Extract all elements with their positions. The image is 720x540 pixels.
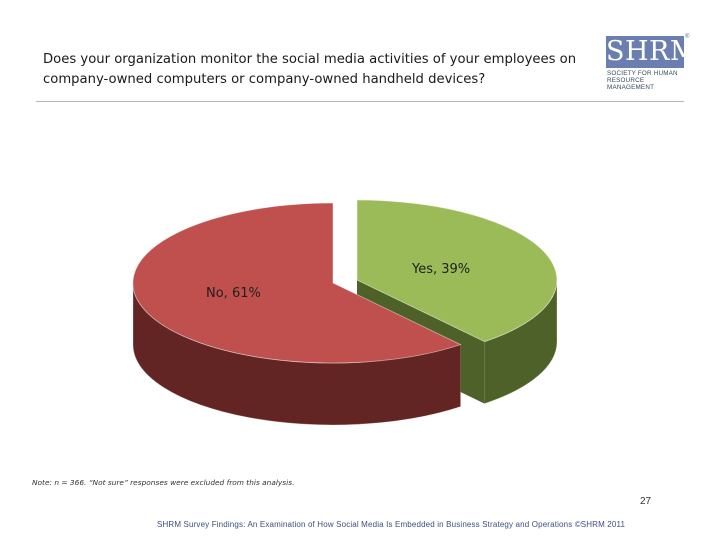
shrm-logo-mark: SHRM — [606, 36, 699, 68]
chart-title: Does your organization monitor the socia… — [43, 50, 603, 90]
slice-label-yes: Yes, 39% — [412, 262, 471, 277]
shrm-logo: SHRM ® Society for Human Resource Manage… — [606, 34, 699, 91]
footnote: Note: n = 366. “Not sure” responses were… — [32, 478, 295, 487]
pie-slice-no — [132, 202, 462, 364]
header-divider — [36, 101, 684, 102]
shrm-logo-subtitle-line-1: Society for Human — [607, 70, 678, 77]
chart-title-line-2: company-owned computers or company-owned… — [43, 72, 486, 87]
slice-label-no: No, 61% — [206, 286, 261, 301]
chart-title-line-1: Does your organization monitor the socia… — [43, 52, 577, 67]
footer-text: SHRM Survey Findings: An Examination of … — [157, 520, 626, 529]
shrm-logo-subtitle: Society for Human Resource Management — [607, 70, 689, 91]
page-number: 27 — [640, 496, 652, 507]
registered-mark: ® — [685, 34, 690, 40]
shrm-logo-subtitle-line-2: Resource Management — [607, 77, 655, 91]
pie-slice-yes — [356, 199, 558, 343]
